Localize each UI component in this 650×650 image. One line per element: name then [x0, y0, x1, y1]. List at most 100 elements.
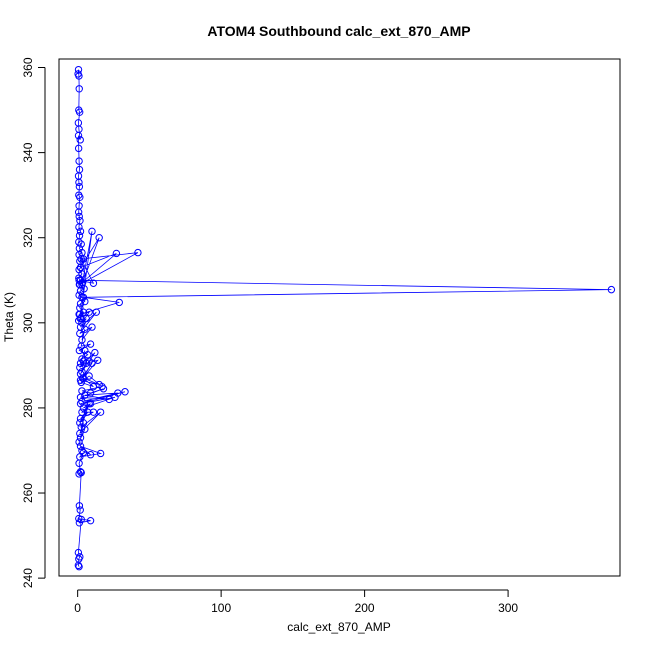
x-tick-label: 100 [211, 601, 231, 615]
data-point [134, 248, 142, 257]
data-point [96, 449, 105, 458]
data-point [81, 297, 89, 306]
y-tick-label: 240 [21, 568, 35, 588]
plot-frame [58, 58, 621, 577]
data-point [75, 178, 83, 187]
data-point [83, 408, 92, 416]
y-tick-label: 280 [21, 398, 35, 418]
data-point [75, 157, 83, 165]
data-point [75, 438, 83, 446]
x-axis-title: calc_ext_870_AMP [287, 620, 390, 634]
data-point [81, 425, 89, 433]
y-tick-label: 320 [21, 227, 35, 247]
data-point [79, 404, 88, 412]
data-point [82, 314, 90, 323]
data-point [81, 391, 89, 399]
data-point [76, 419, 84, 427]
y-axis: 240 260 280 300 320 340 360 [21, 57, 46, 588]
data-point [76, 329, 84, 338]
data-point [80, 285, 88, 293]
data-point [99, 385, 108, 393]
x-tick-label: 0 [74, 601, 81, 615]
data-point [75, 502, 84, 510]
data-point [86, 516, 95, 525]
x-axis: 0 100 200 300 [74, 589, 518, 615]
data-point [121, 388, 129, 396]
data-point [75, 72, 83, 80]
data-point [79, 448, 88, 457]
data-point [96, 408, 105, 416]
data-point [77, 468, 85, 477]
data-point [75, 212, 83, 221]
data-point [89, 408, 98, 416]
data-point [85, 308, 93, 316]
data-point [94, 356, 102, 364]
y-tick-label: 360 [21, 57, 35, 77]
data-point [75, 346, 84, 355]
x-tick-label: 300 [498, 601, 518, 615]
data-point [76, 442, 85, 450]
data-point [111, 393, 119, 401]
data-point [88, 359, 96, 367]
data-point [77, 378, 85, 387]
data-point [85, 399, 93, 408]
data-point [92, 308, 101, 316]
data-point [76, 434, 85, 442]
data-point [76, 429, 84, 438]
y-axis-title: Theta (K) [2, 292, 16, 342]
series-group [74, 65, 616, 571]
data-point [112, 249, 121, 258]
data-point [76, 506, 84, 514]
y-tick-label: 300 [21, 312, 35, 332]
data-point [76, 280, 84, 289]
data-point [75, 459, 83, 467]
x-tick-label: 200 [355, 601, 375, 615]
data-point [76, 310, 84, 319]
data-point [77, 515, 85, 524]
data-point [86, 451, 95, 459]
data-point [76, 299, 85, 308]
data-point [77, 240, 85, 248]
data-point [76, 136, 84, 144]
data-point [74, 561, 83, 570]
data-point [76, 227, 85, 236]
data-point [74, 208, 83, 216]
data-point [77, 255, 85, 263]
data-point [89, 382, 98, 391]
data-point [77, 342, 85, 350]
data-point [89, 279, 98, 287]
data-point [74, 131, 83, 140]
chart-title: ATOM4 Southbound calc_ext_870_AMP [207, 23, 470, 39]
data-point [81, 346, 89, 355]
data-point [79, 255, 88, 263]
data-point [75, 223, 83, 231]
data-point [88, 227, 96, 236]
data-point [78, 446, 86, 455]
data-point [75, 85, 83, 93]
data-point [607, 285, 616, 294]
data-point [76, 263, 85, 272]
data-point [82, 359, 90, 367]
data-point [75, 562, 83, 571]
data-point [78, 319, 86, 327]
data-point [78, 355, 86, 363]
y-tick-label: 260 [21, 483, 35, 503]
data-point [74, 144, 83, 153]
data-point [76, 468, 85, 476]
data-point [76, 193, 84, 201]
series-line [77, 69, 612, 567]
data-point [91, 348, 99, 357]
data-point [79, 293, 88, 301]
y-tick-label: 340 [21, 142, 35, 162]
data-point [75, 276, 83, 284]
data-point [95, 234, 103, 242]
data-point [85, 372, 93, 380]
data-point [86, 340, 95, 348]
data-point [115, 298, 123, 307]
data-point [98, 382, 106, 391]
data-point [88, 323, 96, 331]
data-point [79, 308, 88, 316]
data-point [81, 325, 89, 333]
